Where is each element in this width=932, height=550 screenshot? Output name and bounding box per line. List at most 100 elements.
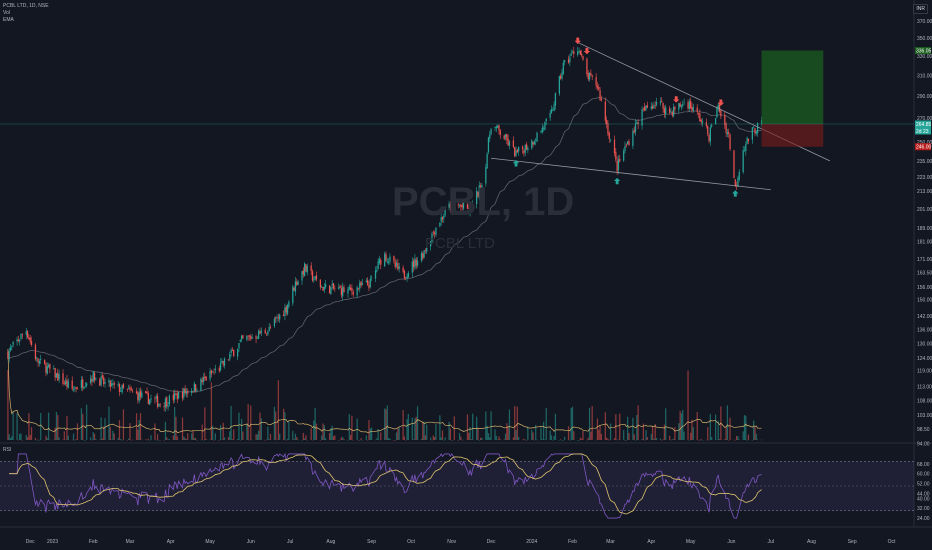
volume-bar: [562, 439, 564, 441]
volume-bar: [524, 439, 526, 441]
candle-body: [338, 287, 340, 290]
candle-body: [174, 393, 176, 400]
candle-body: [120, 390, 122, 392]
volume-bar: [742, 431, 744, 440]
candle-body: [131, 391, 134, 392]
candle-body: [678, 103, 680, 110]
marker-down: [717, 99, 725, 106]
volume-bar: [20, 433, 22, 440]
candle-body: [453, 201, 455, 204]
candle-body: [634, 123, 637, 132]
time-axis-label: Feb: [568, 539, 577, 545]
volume-bar: [457, 439, 459, 441]
candle-body: [532, 141, 534, 145]
time-axis-label: May: [686, 539, 696, 545]
volume-bar: [674, 427, 676, 440]
candle-body: [544, 121, 546, 130]
volume-bar: [653, 438, 655, 440]
volume-bar: [84, 439, 86, 441]
last-price-badge: 264.85: [916, 122, 932, 128]
volume-bar: [525, 439, 528, 441]
candle-body: [718, 104, 721, 112]
candle-body: [200, 378, 202, 391]
candle-body: [680, 105, 683, 107]
candle-body: [313, 279, 315, 280]
candle-body: [91, 379, 93, 382]
candle-body: [619, 158, 621, 162]
candle-body: [457, 204, 459, 206]
candle-body: [700, 119, 702, 122]
volume-bar: [184, 437, 186, 440]
volume-indicator-label[interactable]: Vol: [3, 10, 10, 16]
volume-bar: [577, 440, 579, 441]
volume-bar: [569, 439, 571, 441]
countdown-badge-bg: [915, 127, 931, 135]
candle-body: [75, 387, 77, 390]
candle-body: [279, 314, 281, 320]
volume-bar: [460, 436, 462, 440]
candle-body: [129, 386, 131, 390]
price-axis-label: 290.00: [917, 94, 932, 100]
time-axis-label: Oct: [407, 539, 415, 545]
candle-body: [541, 127, 543, 133]
volume-bar: [596, 418, 599, 440]
candle-body: [210, 370, 213, 374]
candle-body: [302, 270, 304, 275]
volume-bar: [625, 439, 627, 441]
volume-bar: [406, 419, 408, 440]
candle-body: [424, 250, 427, 251]
volume-bar: [158, 439, 160, 441]
rsi-axis-label: 40.00: [917, 496, 930, 502]
volume-bar: [600, 433, 602, 440]
candle-body: [665, 107, 667, 115]
price-axis-label: 119.00: [917, 369, 932, 375]
volume-bar: [398, 427, 400, 440]
volume-bar: [663, 424, 666, 440]
candle-body: [535, 140, 537, 142]
volume-bar: [613, 438, 616, 440]
rsi-indicator-label[interactable]: RSI: [3, 447, 12, 453]
volume-bar: [47, 412, 50, 440]
candle-body: [405, 277, 407, 278]
volume-bar: [137, 429, 139, 440]
volume-bar: [7, 370, 9, 440]
candle-body: [596, 85, 599, 88]
price-axis-label: 171.00: [917, 257, 932, 263]
candle-body: [696, 107, 698, 112]
candle-body: [608, 132, 610, 139]
candle-body: [365, 280, 367, 283]
volume-bar: [654, 424, 656, 440]
candle-body: [751, 127, 753, 140]
marker-up: [613, 177, 621, 185]
volume-bar: [718, 439, 721, 440]
ema-indicator-label[interactable]: EMA: [3, 17, 14, 23]
volume-bar: [495, 435, 497, 440]
volume-bar: [193, 437, 195, 440]
candle-body: [582, 56, 584, 60]
candle-body: [558, 76, 560, 94]
candle-body: [297, 280, 299, 286]
time-axis-label: Mar: [126, 539, 135, 545]
candle-body: [378, 259, 381, 263]
volume-bar: [726, 405, 729, 440]
candle-body: [388, 261, 390, 264]
candle-body: [624, 145, 626, 151]
candle-body: [218, 368, 220, 371]
candle-body: [267, 331, 269, 335]
currency-badge[interactable]: INR: [913, 4, 928, 14]
volume-bar: [716, 439, 718, 441]
volume-bar: [701, 439, 704, 441]
candle-body: [213, 371, 215, 373]
volume-bar: [590, 431, 592, 440]
candle-body: [516, 149, 518, 153]
candle-body: [670, 111, 672, 113]
volume-bar: [149, 439, 151, 441]
volume-bar: [512, 437, 515, 440]
candle-body: [636, 122, 638, 124]
candle-body: [374, 270, 377, 279]
volume-bar: [365, 435, 367, 440]
price-axis-label: 213.00: [917, 189, 932, 195]
candle-body: [175, 393, 177, 395]
volume-bar: [221, 439, 223, 440]
